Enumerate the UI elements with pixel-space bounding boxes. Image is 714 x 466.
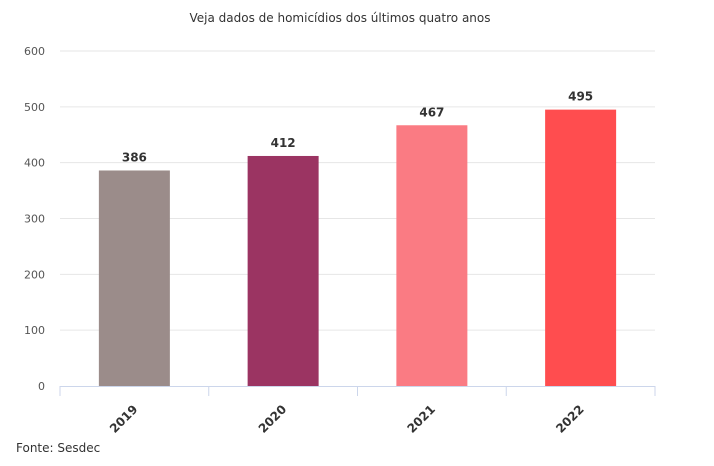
y-tick-label: 500 [24,101,45,114]
x-tick-label-2021: 2021 [404,402,438,436]
bars [98,109,617,386]
data-labels: 386 412 467 495 [122,90,593,165]
data-label-2019: 386 [122,150,147,164]
y-tick-label: 100 [24,324,45,337]
bar-2021[interactable] [396,125,468,386]
x-axis: 2019 2020 2021 2022 [59,386,656,436]
y-tick-label: 200 [24,268,45,281]
source-note: Fonte: Sesdec [16,441,101,455]
y-tick-label: 300 [24,213,45,226]
bar-2020[interactable] [247,155,319,386]
data-label-2022: 495 [568,90,593,104]
data-label-2021: 467 [419,105,444,119]
chart-title: Veja dados de homicídios dos últimos qua… [190,11,491,25]
bar-2022[interactable] [545,109,617,386]
bar-2019[interactable] [98,170,170,386]
x-tick-label-2022: 2022 [553,402,587,436]
y-tick-label: 400 [24,157,45,170]
x-tick-label-2019: 2019 [107,402,141,436]
data-label-2020: 412 [271,136,296,150]
y-tick-label: 600 [24,45,45,58]
y-axis: 0 100 200 300 400 500 600 [24,45,45,393]
y-tick-label: 0 [38,380,45,393]
x-tick-label-2020: 2020 [256,402,290,436]
